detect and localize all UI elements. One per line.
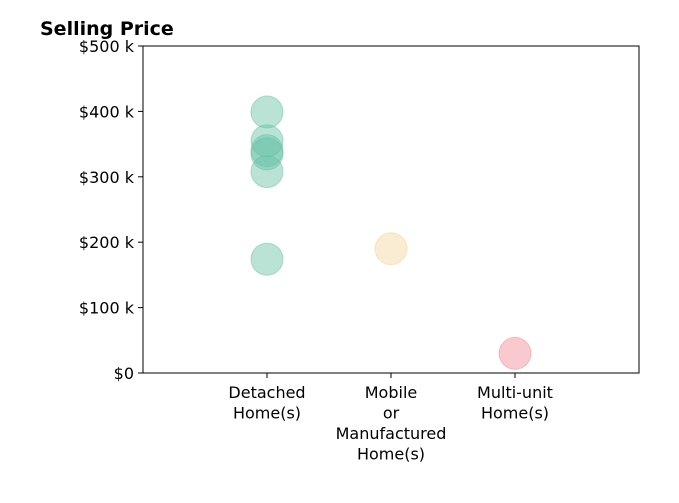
plot-frame <box>142 45 640 374</box>
chart-title: Selling Price <box>40 18 174 40</box>
x-tick-label: Mobile or Manufactured Home(s) <box>336 383 447 464</box>
point <box>250 242 284 276</box>
point <box>374 232 408 266</box>
point <box>250 124 284 158</box>
y-tick-label: $400 k <box>79 102 135 121</box>
y-tick-label: $300 k <box>79 168 135 187</box>
point <box>250 155 284 189</box>
y-tick-label: $100 k <box>79 299 135 318</box>
y-tick-label: $200 k <box>79 233 135 252</box>
x-tick-label: Detached Home(s) <box>228 383 305 423</box>
point <box>250 95 284 129</box>
point <box>250 137 284 171</box>
point <box>498 336 532 370</box>
x-tick-label: Multi-unit Home(s) <box>477 383 553 423</box>
y-tick-label: $0 <box>114 364 134 383</box>
y-tick-label: $500 k <box>79 37 135 56</box>
